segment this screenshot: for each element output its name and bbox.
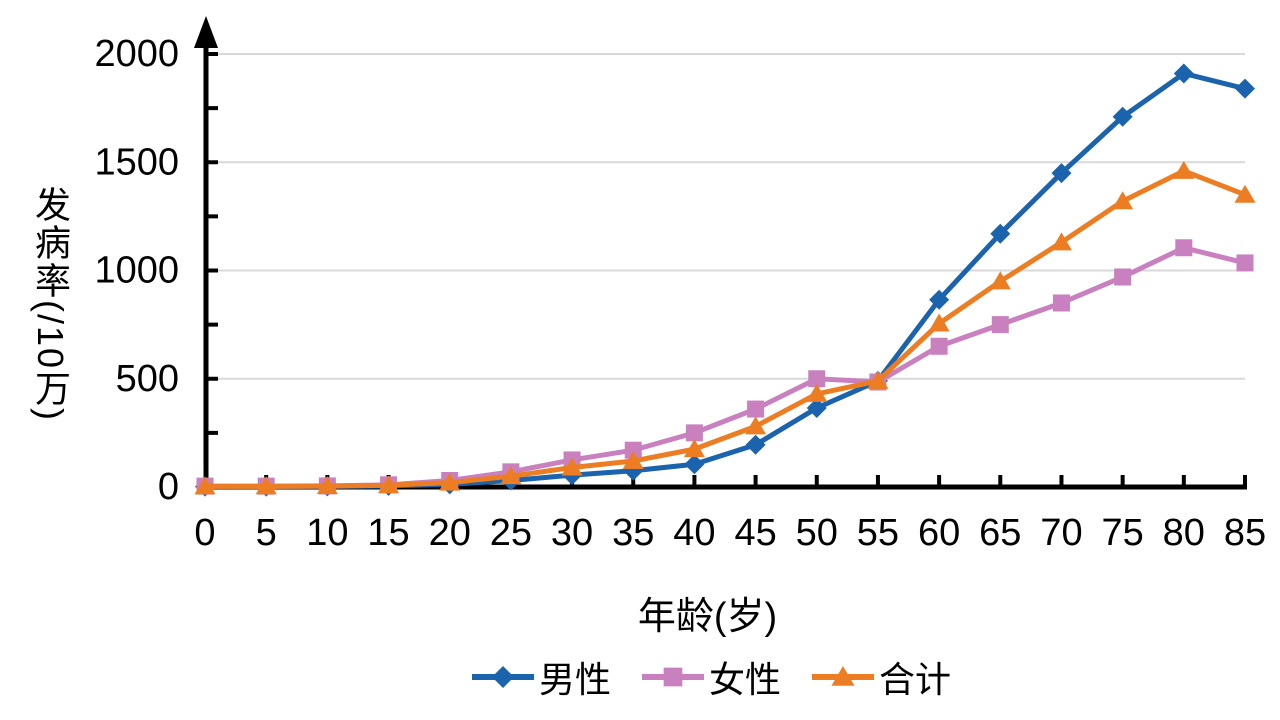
x-tick-label-40: 40 — [673, 512, 715, 554]
legend-marker-male — [491, 666, 514, 688]
point-male-age-60 — [929, 289, 950, 310]
x-tick-label-50: 50 — [796, 512, 838, 554]
legend-marker-female — [663, 667, 683, 687]
point-total-age-20 — [439, 472, 461, 491]
y-tick-label-1000: 1000 — [94, 250, 179, 292]
point-female-age-65 — [991, 316, 1009, 334]
point-female-age-85 — [1236, 254, 1254, 272]
series-line-male — [205, 70, 1246, 490]
point-male-age-40 — [684, 454, 705, 475]
point-total-age-50 — [806, 383, 828, 402]
point-total-age-5 — [255, 476, 277, 495]
point-total-age-0 — [194, 476, 216, 495]
series-line-female — [205, 245, 1246, 489]
x-tick-label-15: 15 — [367, 512, 409, 554]
y-axis-arrow-icon — [194, 16, 218, 48]
y-tick-label-2000: 2000 — [94, 33, 179, 75]
point-female-age-45 — [747, 400, 765, 418]
y-tick-label-500: 500 — [116, 358, 179, 400]
point-total-age-40 — [683, 439, 705, 458]
legend-item-total: 合计 — [811, 651, 951, 703]
series-male — [195, 63, 1255, 497]
point-total-age-75 — [1112, 191, 1134, 210]
point-total-age-80 — [1173, 160, 1195, 179]
chart-legend: 男性 女性 合计 — [195, 652, 1227, 702]
series-line-total — [205, 168, 1246, 489]
legend-item-female: 女性 — [641, 651, 781, 703]
x-axis-title: 年龄(岁) — [637, 596, 778, 638]
female-square-swatch-icon — [641, 667, 704, 687]
point-total-age-15 — [378, 475, 400, 494]
y-axis-title: 发病率(/10万) — [30, 186, 71, 423]
x-tick-label-60: 60 — [918, 512, 960, 554]
legend-label-female: 女性 — [708, 659, 781, 700]
x-tick-label-0: 0 — [194, 512, 215, 554]
point-male-age-50 — [806, 397, 827, 418]
point-female-age-60 — [930, 337, 948, 355]
point-female-age-80 — [1175, 239, 1193, 257]
point-female-age-70 — [1052, 294, 1070, 312]
point-total-age-10 — [316, 476, 338, 495]
x-tick-label-45: 45 — [734, 512, 776, 554]
x-tick-label-35: 35 — [612, 512, 654, 554]
point-male-age-45 — [745, 434, 766, 455]
x-tick-label-80: 80 — [1163, 512, 1205, 554]
point-total-age-30 — [561, 457, 583, 476]
total-triangle-swatch-icon — [812, 666, 874, 686]
x-tick-label-20: 20 — [429, 512, 471, 554]
point-total-age-60 — [928, 313, 950, 332]
point-total-age-70 — [1050, 232, 1072, 251]
x-tick-label-10: 10 — [306, 512, 348, 554]
legend-label-male: 男性 — [538, 659, 611, 700]
male-diamond-swatch-icon — [471, 666, 534, 688]
x-tick-label-85: 85 — [1224, 512, 1266, 554]
point-female-age-40 — [685, 424, 703, 442]
point-total-age-25 — [500, 466, 522, 485]
point-male-age-85 — [1235, 78, 1255, 99]
x-tick-label-30: 30 — [551, 512, 593, 554]
point-total-age-65 — [989, 271, 1011, 290]
x-tick-label-25: 25 — [490, 512, 532, 554]
legend-item-male: 男性 — [471, 651, 611, 703]
x-tick-label-75: 75 — [1102, 512, 1144, 554]
point-female-age-50 — [808, 370, 826, 388]
point-female-age-35 — [624, 441, 642, 459]
point-female-age-75 — [1114, 268, 1132, 286]
point-male-age-70 — [1051, 163, 1072, 184]
point-total-age-85 — [1234, 184, 1256, 203]
point-male-age-65 — [990, 223, 1011, 244]
x-tick-label-55: 55 — [857, 512, 899, 554]
x-tick-label-70: 70 — [1040, 512, 1082, 554]
point-total-age-35 — [622, 451, 644, 470]
legend-marker-total — [831, 666, 855, 686]
series-total — [194, 160, 1256, 495]
y-tick-label-1500: 1500 — [94, 141, 179, 183]
point-total-age-45 — [745, 416, 767, 435]
legend-label-total: 合计 — [879, 659, 952, 700]
x-tick-label-65: 65 — [979, 512, 1021, 554]
point-total-age-55 — [867, 370, 889, 389]
y-tick-label-0: 0 — [158, 466, 179, 508]
x-tick-label-5: 5 — [256, 512, 277, 554]
point-male-age-80 — [1173, 63, 1194, 84]
point-male-age-75 — [1112, 106, 1133, 127]
